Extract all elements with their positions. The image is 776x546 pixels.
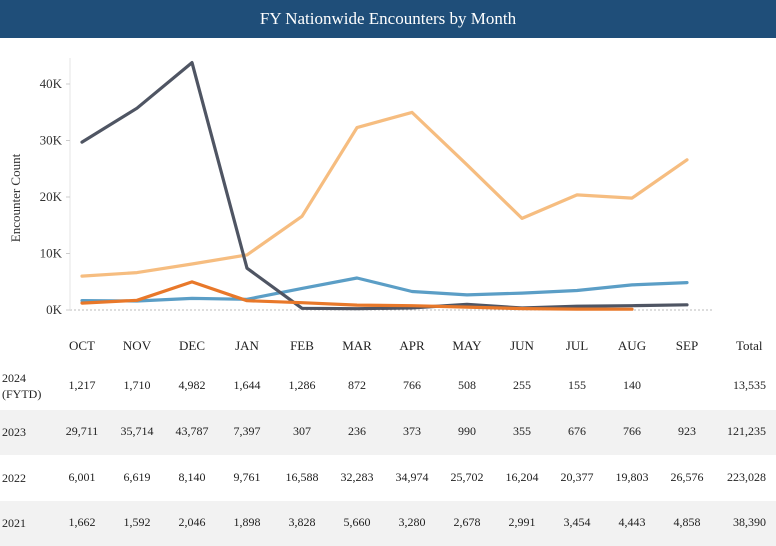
month-header-mar: MAR <box>342 338 372 353</box>
table-cell: 307 <box>293 424 311 438</box>
row-label: 2022 <box>2 471 26 485</box>
table-cell: 1,286 <box>288 378 316 392</box>
table-cell: 2,678 <box>453 515 481 529</box>
table-cell: 35,714 <box>120 424 154 438</box>
table-cell: 766 <box>623 424 641 438</box>
table-cell: 766 <box>403 378 421 392</box>
y-axis-label: Encounter Count <box>8 153 23 242</box>
table-cell: 16,588 <box>285 470 319 484</box>
table-cell: 990 <box>458 424 476 438</box>
table-row: 2022 6,001 6,619 8,140 9,761 16,588 32,283 34,9… <box>0 456 776 501</box>
table-cell: 4,982 <box>178 378 206 392</box>
table-cell: 1,592 <box>123 515 151 529</box>
row-label-note: (FYTD) <box>2 387 42 401</box>
table-cell: 1,217 <box>68 378 96 392</box>
table-cell: 923 <box>678 424 696 438</box>
table-cell: 255 <box>513 378 531 392</box>
table-cell: 4,858 <box>673 515 701 529</box>
table-row: 2021 1,662 1,592 2,046 1,898 3,828 5,660 3,280 2… <box>0 501 776 546</box>
table-cell: 872 <box>348 378 366 392</box>
table-cell: 3,454 <box>563 515 591 529</box>
y-tick-label: 0K <box>46 302 63 317</box>
month-header-oct: OCT <box>69 338 95 353</box>
table-cell: 373 <box>403 424 421 438</box>
table-cell: 19,803 <box>615 470 649 484</box>
y-tick-label: 40K <box>40 76 63 91</box>
month-header-jan: JAN <box>235 338 259 353</box>
table-cell: 26,576 <box>670 470 704 484</box>
chart-title: FY Nationwide Encounters by Month <box>0 0 776 38</box>
table-cell: 3,828 <box>288 515 316 529</box>
table-cell: 2,046 <box>178 515 206 529</box>
table-cell: 4,443 <box>618 515 646 529</box>
line-chart: Encounter Count 0K 10K 20K 30K 40K <box>8 58 712 317</box>
row-label-year: 2024 <box>2 371 26 385</box>
table-cell: 7,397 <box>233 424 261 438</box>
month-header-may: MAY <box>452 338 482 353</box>
table-cell: 43,787 <box>175 424 209 438</box>
table-cell: 6,619 <box>123 470 151 484</box>
table-cell: 16,204 <box>505 470 539 484</box>
table-row: 2024 (FYTD) 1,217 1,710 4,982 1,644 1,286 872 76… <box>0 364 776 409</box>
table-cell: 32,283 <box>340 470 374 484</box>
table-cell: 5,660 <box>343 515 371 529</box>
table-cell: 6,001 <box>68 470 96 484</box>
row-label: 2023 <box>2 425 26 439</box>
table-cell: 8,140 <box>178 470 206 484</box>
y-tick-label: 20K <box>40 189 63 204</box>
table-cell: 1,898 <box>233 515 261 529</box>
table-row: 2023 29,711 35,714 43,787 7,397 307 236 373 990 3… <box>0 410 776 455</box>
row-total: 223,028 <box>727 470 766 484</box>
table-cell: 355 <box>513 424 531 438</box>
table-cell: 508 <box>458 378 476 392</box>
table-cell: 2,991 <box>508 515 536 529</box>
series-line-2022 <box>80 110 689 278</box>
table-cell: 34,974 <box>395 470 429 484</box>
month-header-apr: APR <box>399 338 425 353</box>
month-header-jul: JUL <box>565 338 589 353</box>
month-header-feb: FEB <box>290 338 314 353</box>
table-cell: 20,377 <box>560 470 594 484</box>
row-total: 38,390 <box>733 515 766 529</box>
y-tick-label: 30K <box>40 133 63 148</box>
total-column-header: Total <box>736 338 763 353</box>
table-cell: 9,761 <box>233 470 261 484</box>
table-cell: 676 <box>568 424 586 438</box>
month-header-dec: DEC <box>179 338 205 353</box>
table-cell: 155 <box>568 378 586 392</box>
row-total: 13,535 <box>733 378 766 392</box>
month-header-sep: SEP <box>675 338 699 353</box>
table-cell: 3,280 <box>398 515 426 529</box>
table-cell: 29,711 <box>65 424 99 438</box>
month-header-nov: NOV <box>122 338 152 353</box>
series-line-2021 <box>80 276 689 303</box>
table-cell: 1,710 <box>123 378 151 392</box>
table-cell: 140 <box>623 378 641 392</box>
row-total: 121,235 <box>727 424 766 438</box>
y-tick-label: 10K <box>40 246 63 261</box>
table-cell: 1,662 <box>68 515 96 529</box>
table-cell: 1,644 <box>233 378 261 392</box>
series-line-2023 <box>80 61 689 311</box>
row-label: 2021 <box>2 516 26 530</box>
series-line-2024 <box>80 280 634 311</box>
table-cell: 25,702 <box>450 470 484 484</box>
month-header-aug: AUG <box>617 338 647 353</box>
month-header-jun: JUN <box>510 338 534 353</box>
table-cell: 236 <box>348 424 366 438</box>
row-label: 2024 (FYTD) <box>2 370 41 402</box>
